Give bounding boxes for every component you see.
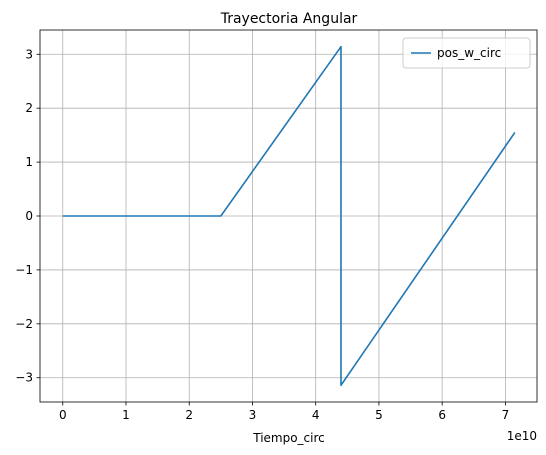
series-layer	[62, 45, 516, 387]
chart-title: Trayectoria Angular	[220, 11, 358, 27]
grid	[40, 30, 537, 402]
x-tick-label: 3	[249, 408, 257, 422]
x-tick-label: 0	[59, 408, 67, 422]
y-tick-label: 0	[25, 209, 33, 223]
legend-box	[402, 37, 531, 69]
x-axis-label: Tiempo_circ	[252, 431, 325, 445]
x-axis-offset-label: 1e10	[507, 429, 537, 443]
x-axis: 0 1 2 3 4 5 6 7	[59, 402, 509, 422]
x-tick-label: 2	[185, 408, 193, 422]
x-tick-label: 5	[375, 408, 383, 422]
y-tick-label: −1	[15, 263, 33, 277]
x-tick-label: 6	[438, 408, 446, 422]
y-axis: −3 −2 −1 0 1 2 3	[15, 47, 40, 385]
x-tick-label: 4	[312, 408, 320, 422]
x-tick-label: 7	[502, 408, 510, 422]
y-tick-label: 3	[25, 47, 33, 61]
y-tick-label: 2	[25, 101, 33, 115]
legend-label-pos-w-circ: pos_w_circ	[437, 46, 501, 60]
legend: pos_w_circ	[402, 37, 531, 69]
y-tick-label: −2	[15, 317, 33, 331]
series-line-0	[62, 45, 516, 387]
x-tick-label: 1	[122, 408, 130, 422]
y-tick-label: 1	[25, 155, 33, 169]
y-tick-label: −3	[15, 371, 33, 385]
